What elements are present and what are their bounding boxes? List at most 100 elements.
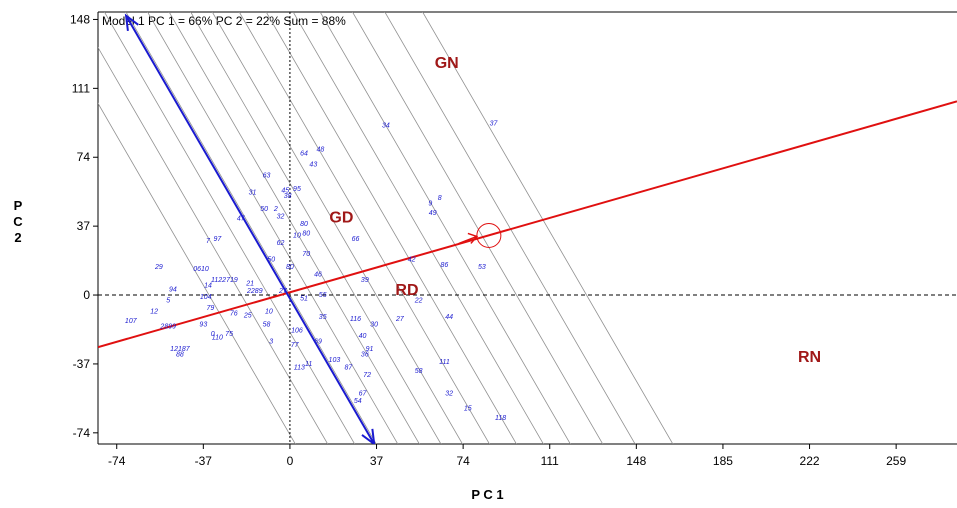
genotype-label: 86	[441, 262, 449, 269]
genotype-label: 21	[245, 281, 254, 288]
genotype-label: 15	[464, 405, 472, 412]
x-tick-label: 222	[800, 454, 820, 468]
genotype-label: 44	[445, 314, 453, 321]
average-environment-marker	[476, 222, 502, 248]
environment-label-rd: RD	[395, 282, 418, 299]
genotype-label: 38	[284, 193, 292, 200]
contour-line-8	[238, 12, 490, 444]
genotype-label: 64	[300, 150, 308, 157]
y-axis-label-char: 2	[14, 230, 21, 245]
genotype-label: 103	[329, 357, 341, 364]
contour-line-11	[319, 12, 571, 444]
genotype-label: 95	[293, 186, 301, 193]
x-tick-label: -74	[108, 454, 126, 468]
average-environment-axis	[98, 100, 957, 349]
genotype-label: 12	[150, 309, 158, 316]
genotype-label: 45	[281, 188, 289, 195]
genotype-label: 111	[439, 359, 450, 366]
genotype-label: 47	[237, 216, 246, 223]
genotype-label: 32	[277, 214, 285, 221]
genotype-label: 107	[125, 318, 138, 325]
genotype-label: 35	[319, 314, 327, 321]
genotype-label: 10	[265, 309, 273, 316]
genotype-label: 25	[243, 312, 252, 319]
genotype-label: 43	[309, 162, 317, 169]
genotype-label: 29	[154, 264, 163, 271]
genotype-label: 72	[363, 372, 371, 379]
y-tick-label: -37	[73, 357, 91, 371]
x-tick-label: -37	[195, 454, 213, 468]
genotype-label: 55	[319, 292, 327, 299]
genotype-label: 79	[206, 305, 214, 312]
contour-line-3	[125, 12, 377, 444]
contour-line-0	[98, 102, 296, 444]
y-tick-label: 74	[77, 150, 91, 164]
genotype-label: 91	[366, 346, 374, 353]
contour-line-12	[352, 12, 604, 444]
genotype-label: 80	[286, 264, 294, 271]
x-tick-label: 185	[713, 454, 733, 468]
genotype-label: 9	[428, 201, 432, 208]
genotype-label: 2899	[159, 324, 176, 331]
genotype-label: 42	[408, 257, 416, 264]
genotype-label: 2289	[246, 288, 263, 295]
genotype-label: 88	[176, 351, 184, 358]
contour-line-13	[384, 12, 636, 444]
genotype-label: 63	[263, 173, 271, 180]
y-axis-label: PC2	[13, 198, 23, 245]
average-environment-arrow	[458, 232, 479, 245]
contour-line-10	[292, 12, 544, 444]
genotype-label: 94	[169, 286, 177, 293]
genotype-label: 10	[293, 232, 301, 239]
genotype-label: 0610	[193, 266, 209, 273]
ata-axis	[125, 15, 376, 444]
genotype-label: 50	[267, 257, 275, 264]
genotype-label: 51	[300, 296, 308, 303]
y-tick-label: 0	[83, 288, 90, 302]
environment-label-gn: GN	[435, 55, 459, 72]
genotype-label: 22	[414, 297, 423, 304]
x-tick-label: 111	[541, 454, 560, 468]
genotype-label: 39	[361, 277, 369, 284]
genotype-label: 46	[314, 271, 322, 278]
genotype-label: 70	[302, 251, 310, 258]
x-tick-label: 37	[370, 454, 384, 468]
genotype-label: 30	[370, 322, 378, 329]
contour-line-7	[211, 12, 463, 444]
genotype-label: 116	[350, 316, 361, 323]
genotype-label: 80	[300, 221, 308, 228]
genotype-label: 80	[302, 230, 310, 237]
genotype-label: 31	[249, 189, 257, 196]
genotype-label: 8	[438, 195, 442, 202]
genotype-label: 67	[359, 391, 368, 398]
genotype-label: 36	[361, 351, 369, 358]
genotype-label: 58	[415, 368, 423, 375]
y-axis-label-char: P	[14, 198, 23, 213]
genotype-label: 1122719	[211, 277, 238, 284]
ata-arrow-bottom	[361, 428, 376, 444]
genotype-label: 93	[199, 322, 207, 329]
genotype-label: 40	[359, 333, 367, 340]
genotype-label: 0	[211, 331, 215, 338]
genotype-label: 97	[213, 236, 222, 243]
genotype-label: 75	[225, 331, 233, 338]
genotype-label: 48	[316, 147, 324, 154]
x-tick-label: 148	[626, 454, 646, 468]
environment-label-rn: RN	[798, 349, 821, 366]
y-tick-label: 148	[70, 12, 90, 26]
genotype-label: 32	[445, 391, 453, 398]
contour-line-14	[422, 12, 674, 444]
y-tick-label: -74	[73, 426, 91, 440]
genotype-label: 37	[490, 121, 499, 128]
genotype-label: 50	[260, 206, 268, 213]
genotype-label: 5	[166, 297, 170, 304]
genotype-label: 14	[204, 283, 212, 290]
genotype-label: 12187	[170, 346, 191, 353]
genotype-label: 104	[200, 294, 212, 301]
genotype-label: 34	[382, 122, 390, 129]
genotype-label: 69	[314, 338, 322, 345]
genotype-label: 58	[263, 322, 271, 329]
genotype-label: 87	[345, 365, 354, 372]
